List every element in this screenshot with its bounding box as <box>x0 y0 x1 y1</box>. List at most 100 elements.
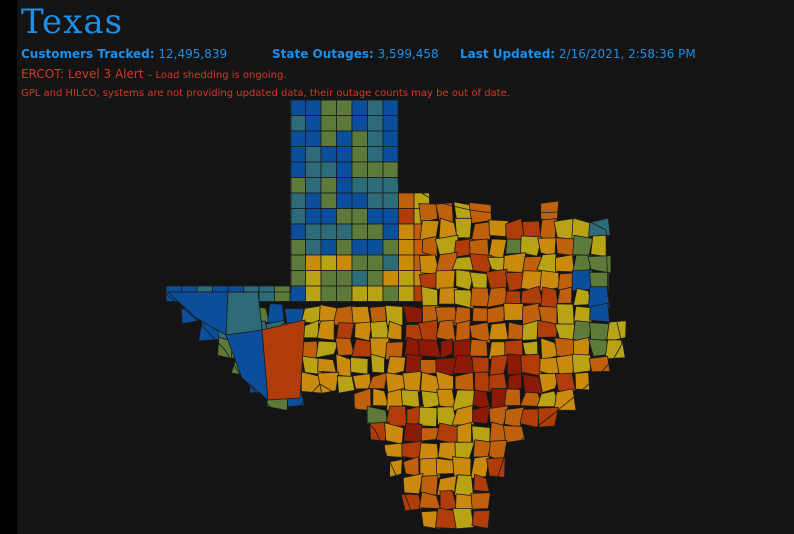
county-shape[interactable] <box>320 208 337 225</box>
county-shape[interactable] <box>469 253 493 274</box>
county-shape[interactable] <box>606 320 627 343</box>
county-shape[interactable] <box>469 338 489 357</box>
county-shape[interactable] <box>588 355 611 373</box>
county-shape[interactable] <box>336 270 353 287</box>
county-shape[interactable] <box>320 177 337 194</box>
county-shape[interactable] <box>435 357 459 376</box>
county-shape[interactable] <box>453 474 474 497</box>
county-shape[interactable] <box>320 192 337 209</box>
county-shape[interactable] <box>336 115 353 132</box>
county-shape[interactable] <box>421 235 438 258</box>
county-shape[interactable] <box>522 302 541 326</box>
county-shape[interactable] <box>555 237 577 257</box>
county-shape[interactable] <box>503 388 522 407</box>
county-shape[interactable] <box>305 239 322 256</box>
county-shape[interactable] <box>507 321 526 340</box>
county-shape[interactable] <box>351 254 368 271</box>
county-shape[interactable] <box>519 408 540 429</box>
county-shape[interactable] <box>258 285 275 302</box>
county-shape[interactable] <box>289 192 306 209</box>
county-shape[interactable] <box>305 192 322 209</box>
county-shape[interactable] <box>166 291 229 336</box>
county-shape[interactable] <box>473 473 490 493</box>
county-shape[interactable] <box>305 115 322 132</box>
county-shape[interactable] <box>367 285 384 302</box>
county-shape[interactable] <box>471 221 493 241</box>
county-shape[interactable] <box>485 268 508 291</box>
county-shape[interactable] <box>351 192 368 209</box>
county-shape[interactable] <box>367 177 384 194</box>
county-shape[interactable] <box>384 304 404 326</box>
county-shape[interactable] <box>320 239 337 256</box>
county-shape[interactable] <box>351 305 372 324</box>
county-shape[interactable] <box>398 208 415 225</box>
county-shape[interactable] <box>435 319 457 343</box>
county-shape[interactable] <box>470 492 491 510</box>
county-shape[interactable] <box>488 322 509 341</box>
county-shape[interactable] <box>452 355 476 375</box>
county-shape[interactable] <box>225 291 263 336</box>
county-shape[interactable] <box>367 130 384 147</box>
county-shape[interactable] <box>320 161 337 178</box>
county-shape[interactable] <box>382 270 399 287</box>
county-shape[interactable] <box>573 305 593 323</box>
county-shape[interactable] <box>398 223 415 240</box>
county-shape[interactable] <box>317 371 340 394</box>
county-shape[interactable] <box>305 285 322 302</box>
county-shape[interactable] <box>470 287 491 308</box>
county-shape[interactable] <box>398 239 415 256</box>
county-shape[interactable] <box>336 254 353 271</box>
county-shape[interactable] <box>489 354 509 376</box>
county-shape[interactable] <box>351 223 368 240</box>
county-shape[interactable] <box>556 303 575 327</box>
county-shape[interactable] <box>540 286 559 309</box>
county-shape[interactable] <box>320 146 337 163</box>
county-shape[interactable] <box>451 404 475 426</box>
county-shape[interactable] <box>402 305 423 323</box>
county-shape[interactable] <box>369 337 390 359</box>
county-shape[interactable] <box>336 161 353 178</box>
county-shape[interactable] <box>305 208 322 225</box>
county-shape[interactable] <box>382 115 399 132</box>
county-shape[interactable] <box>261 319 306 401</box>
county-shape[interactable] <box>587 255 612 274</box>
county-shape[interactable] <box>382 146 399 163</box>
county-shape[interactable] <box>320 254 337 271</box>
county-shape[interactable] <box>225 329 269 401</box>
county-shape[interactable] <box>435 370 454 394</box>
county-shape[interactable] <box>336 192 353 209</box>
county-shape[interactable] <box>420 427 441 442</box>
county-shape[interactable] <box>554 372 577 392</box>
county-shape[interactable] <box>554 254 575 273</box>
county-shape[interactable] <box>305 161 322 178</box>
county-shape[interactable] <box>320 270 337 287</box>
county-shape[interactable] <box>382 223 399 240</box>
county-shape[interactable] <box>420 390 441 409</box>
county-shape[interactable] <box>351 177 368 194</box>
county-shape[interactable] <box>572 234 594 256</box>
county-shape[interactable] <box>486 304 507 324</box>
county-shape[interactable] <box>336 130 353 147</box>
county-shape[interactable] <box>402 370 422 393</box>
county-shape[interactable] <box>274 285 291 302</box>
county-shape[interactable] <box>455 493 475 512</box>
county-shape[interactable] <box>289 130 306 147</box>
county-shape[interactable] <box>289 285 306 302</box>
county-shape[interactable] <box>351 99 368 116</box>
county-shape[interactable] <box>367 99 384 116</box>
county-shape[interactable] <box>417 339 442 358</box>
county-shape[interactable] <box>317 357 337 373</box>
county-shape[interactable] <box>486 457 506 478</box>
county-shape[interactable] <box>419 457 441 480</box>
county-shape[interactable] <box>367 161 384 178</box>
county-shape[interactable] <box>520 270 543 293</box>
county-shape[interactable] <box>587 286 611 310</box>
county-shape[interactable] <box>382 161 399 178</box>
county-shape[interactable] <box>538 372 560 394</box>
county-shape[interactable] <box>367 192 384 209</box>
county-shape[interactable] <box>436 388 457 410</box>
county-shape[interactable] <box>336 239 353 256</box>
county-shape[interactable] <box>400 493 424 512</box>
county-shape[interactable] <box>537 406 559 428</box>
county-shape[interactable] <box>305 99 322 116</box>
